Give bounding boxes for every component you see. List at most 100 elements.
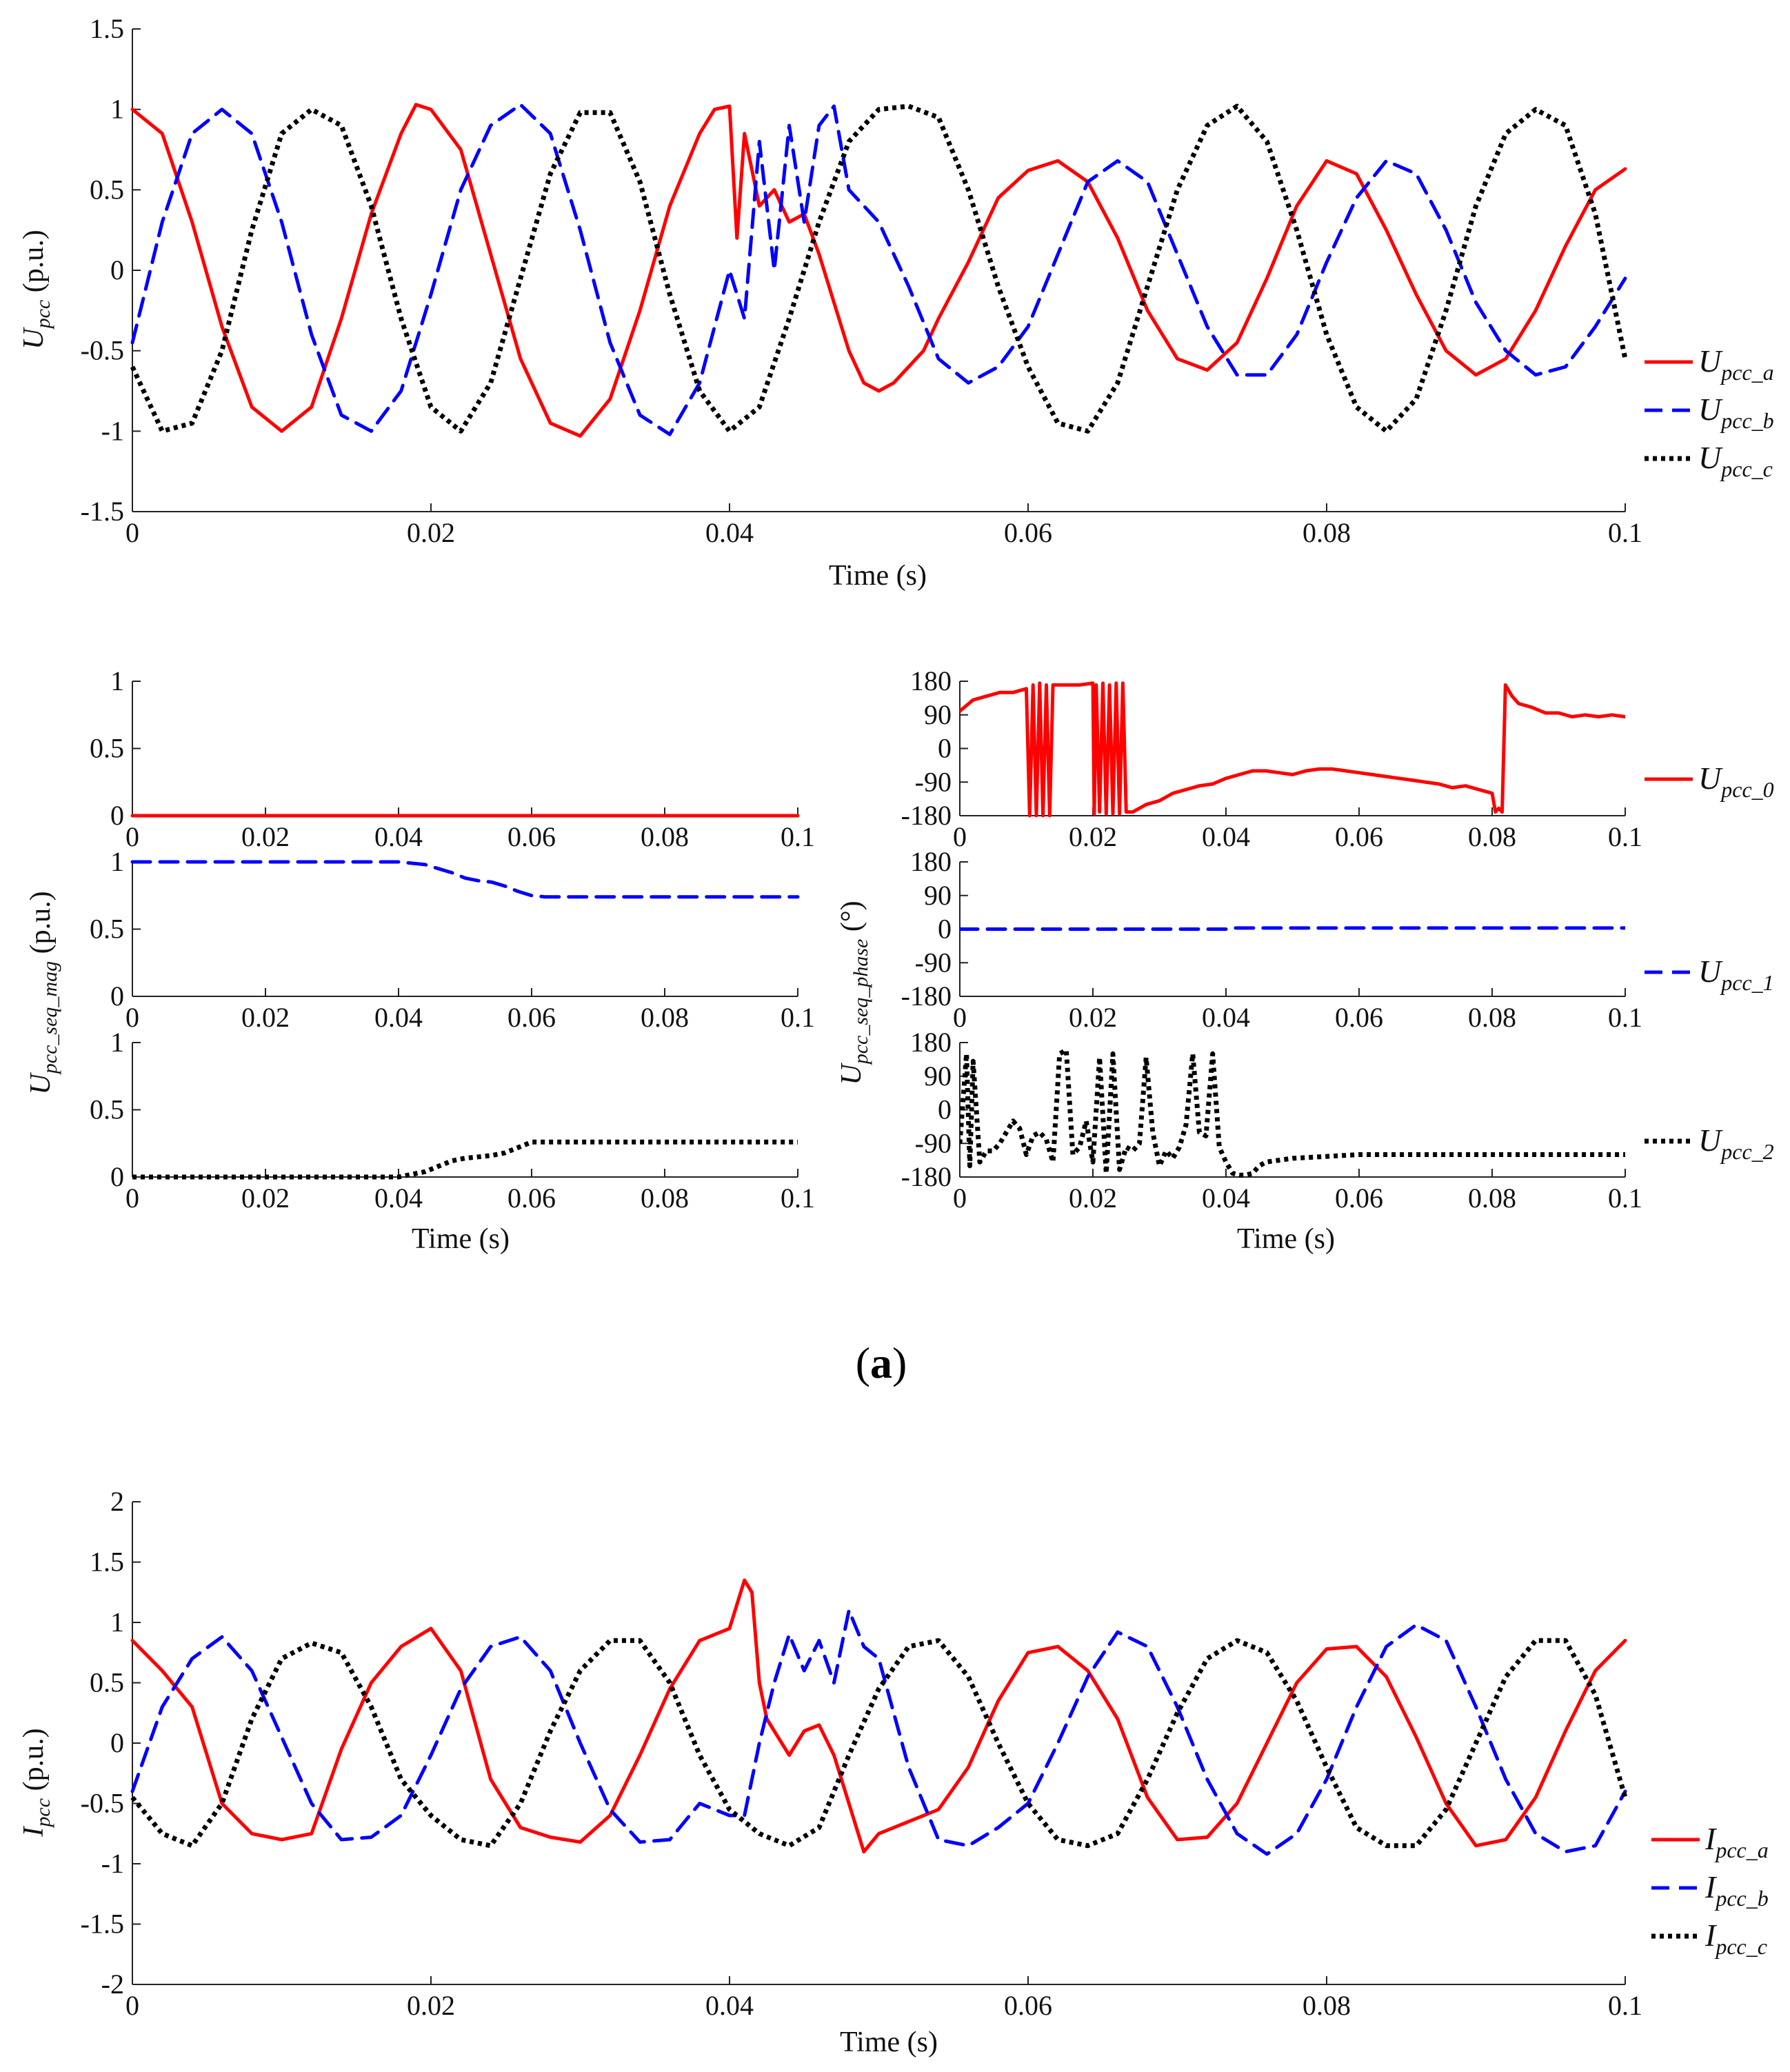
upcc-ylabel-unit: (p.u.) — [18, 230, 50, 299]
seqphase-1-y-tick-label: 180 — [910, 846, 952, 877]
seqphase-series-0-legend-label: Upcc_0 — [1698, 761, 1774, 802]
ipcc-series-c — [130, 1638, 1628, 1849]
seqmag-series-1 — [130, 860, 800, 899]
ipcc-y-tick-label: 0.5 — [90, 1667, 124, 1698]
ipcc-series-b-legend-sub: pcc_b — [1714, 1886, 1768, 1911]
panel-label: (a) — [856, 1338, 907, 1387]
seqphase-series-2-legend-main: U — [1698, 1123, 1723, 1158]
seqphase-0-x-tick-label: 0.08 — [1468, 821, 1516, 852]
seqphase-1-y-tick-label: -90 — [915, 947, 952, 978]
seqmag-1-x-tick-label: 0.1 — [781, 1002, 815, 1033]
seqmag-0-x-tick-label: 0 — [125, 821, 139, 852]
ipcc-series-c-legend-label: Ipcc_c — [1704, 1918, 1767, 1959]
seqphase-1-x-tick-label: 0.04 — [1202, 1002, 1250, 1033]
upcc-series-c-legend-sub: pcc_c — [1720, 456, 1773, 481]
ipcc-x-tick-label: 0.06 — [1004, 1990, 1052, 2021]
seqmag-2-x-tick-label: 0.04 — [374, 1183, 423, 1214]
seqmag-1-y-tick-label: 0 — [110, 980, 124, 1012]
seqmag-subplot-1: 0 0.02 0.04 0.06 0.08 0.1 0 0.5 1 — [90, 846, 815, 1033]
ipcc-y-tick-label: -2 — [101, 1969, 124, 2000]
seq-mag-chart: 0 0.02 0.04 0.06 0.08 0.100.510 0.02 0.04 0.06 0.… — [90, 665, 815, 1214]
seqphase-1-x-tick-label: 0.02 — [1069, 1002, 1117, 1033]
upcc-y-tick-label: 1 — [110, 94, 124, 125]
seqmag-2-y-tick-label: 0 — [110, 1161, 124, 1192]
ipcc-x-tick-label: 0.1 — [1608, 1990, 1642, 2021]
seqphase-2-y-tick-label: 180 — [910, 1027, 952, 1058]
seqmag-0-x-tick-label: 0.06 — [507, 821, 556, 852]
seqmag-2-x-tick-label: 0.02 — [241, 1183, 290, 1214]
seqmag-0-x-tick-label: 0.1 — [781, 821, 815, 852]
seqphase-2-y-tick-label: -180 — [901, 1161, 952, 1192]
upcc-series-a-legend-main: U — [1698, 343, 1723, 379]
panel-label-open: ( — [856, 1338, 870, 1387]
seqphase-ylabel-main: U — [836, 1063, 867, 1085]
seqphase-2-x-tick-label: 0 — [953, 1183, 967, 1214]
seqmag-1-x-tick-label: 0.08 — [641, 1002, 689, 1033]
seqphase-y-axis-label: Upcc_seq_phase (°) — [836, 901, 872, 1085]
upcc-series-a-legend-sub: pcc_a — [1720, 360, 1773, 385]
seqphase-series-1-legend-label: Upcc_1 — [1698, 954, 1774, 995]
seqmag-ylabel-sub: pcc_seq_mag — [39, 961, 61, 1075]
ipcc-x-tick-label: 0.08 — [1303, 1990, 1351, 2021]
seqmag-2-x-tick-label: 0.08 — [641, 1183, 689, 1214]
seqmag-y-axis-label: Upcc_seq_mag (p.u.) — [25, 891, 61, 1094]
ipcc-chart: 0 0.02 0.04 0.06 0.08 0.1 -2 -1.5 -1 -0.5 0 0.5 1 1.5… — [81, 1486, 1769, 2021]
seqphase-2-y-tick-label: 90 — [924, 1060, 952, 1092]
upcc-series-a-legend-label: Upcc_a — [1698, 343, 1774, 385]
seqphase-0-x-tick-label: 0.06 — [1335, 821, 1383, 852]
ipcc-x-tick-label: 0 — [125, 1990, 139, 2021]
ipcc-series-b-legend-label: Ipcc_b — [1704, 1869, 1769, 1911]
upcc-series-b-legend-sub: pcc_b — [1720, 408, 1773, 433]
seqmag-2-x-tick-label: 0.06 — [507, 1183, 556, 1214]
upcc-x-tick-label: 0.02 — [407, 517, 455, 548]
seqphase-series-0-legend-main: U — [1698, 761, 1723, 796]
seqphase-series-0 — [960, 681, 1625, 818]
upcc-y-tick-label: 1.5 — [90, 13, 124, 44]
seqmag-0-y-tick-label: 0 — [110, 800, 124, 831]
upcc-ylabel-sub: pcc — [32, 300, 54, 330]
ipcc-y-tick-label: 1.5 — [90, 1547, 124, 1578]
seqphase-2-x-tick-label: 0.06 — [1335, 1183, 1383, 1214]
ipcc-series-a-legend-main: I — [1704, 1821, 1718, 1856]
seqphase-0-x-tick-label: 0 — [953, 821, 967, 852]
seqmag-subplot-2: 0 0.02 0.04 0.06 0.08 0.1 0 0.5 1 — [90, 1027, 815, 1214]
ipcc-series-b — [130, 1609, 1627, 1856]
ipcc-y-tick-label: -1.5 — [81, 1909, 124, 1940]
ipcc-series-a-legend-label: Ipcc_a — [1704, 1821, 1769, 1862]
upcc-x-tick-label: 0 — [125, 517, 139, 548]
seqphase-2-y-tick-label: 0 — [938, 1094, 952, 1125]
seqmag-0-x-tick-label: 0.08 — [641, 821, 689, 852]
seqmag-x-axis-label: Time (s) — [412, 1223, 510, 1255]
ipcc-y-axis-label: Ipcc (p.u.) — [18, 1728, 54, 1837]
seqphase-2-x-tick-label: 0.04 — [1202, 1183, 1250, 1214]
seqphase-1-x-tick-label: 0.06 — [1335, 1002, 1383, 1033]
seqphase-1-x-tick-label: 0 — [953, 1002, 967, 1033]
seqmag-series-2 — [132, 1139, 798, 1180]
panel-label-letter: a — [870, 1338, 892, 1387]
upcc-x-tick-label: 0.04 — [705, 517, 754, 548]
ipcc-series-a-legend-sub: pcc_a — [1714, 1838, 1768, 1862]
seqmag-1-x-tick-label: 0.06 — [507, 1002, 556, 1033]
upcc-x-tick-label: 0.08 — [1303, 517, 1351, 548]
seqphase-x-axis-label: Time (s) — [1237, 1223, 1335, 1255]
seqmag-2-y-tick-label: 0.5 — [90, 1094, 124, 1125]
seqphase-0-y-tick-label: 0 — [938, 733, 952, 764]
ipcc-series-a — [130, 1578, 1627, 1853]
upcc-series-a — [130, 103, 1627, 438]
seqphase-0-y-tick-label: 180 — [910, 665, 952, 696]
upcc-series-c-legend-label: Upcc_c — [1698, 440, 1773, 481]
seqphase-series-2 — [960, 1047, 1625, 1178]
ipcc-x-tick-label: 0.04 — [705, 1990, 754, 2021]
ipcc-series-c-legend-sub: pcc_c — [1714, 1934, 1767, 1959]
seqphase-1-y-tick-label: -180 — [901, 980, 952, 1012]
seqmag-2-y-tick-label: 1 — [110, 1027, 124, 1058]
upcc-series-b-legend-main: U — [1698, 392, 1723, 427]
ipcc-y-tick-label: 0 — [110, 1727, 124, 1758]
seqmag-1-y-tick-label: 0.5 — [90, 914, 124, 945]
ipcc-series-c-legend-main: I — [1704, 1918, 1718, 1953]
ipcc-x-tick-label: 0.02 — [407, 1990, 455, 2021]
panel-label-close: ) — [892, 1338, 907, 1387]
